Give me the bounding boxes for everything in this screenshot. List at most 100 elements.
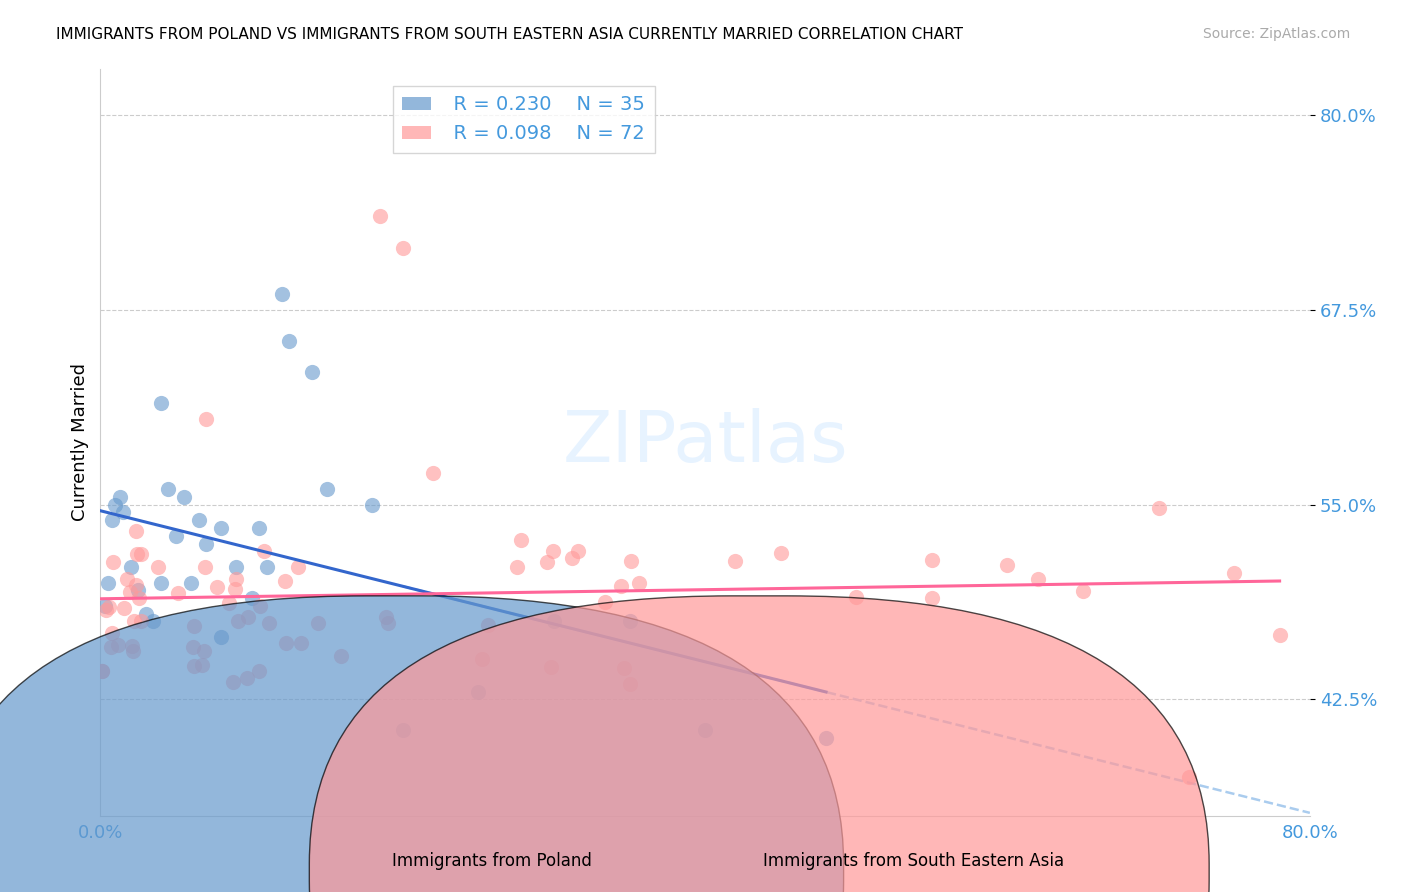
- Point: [270, 287, 292, 301]
- Point: [921, 591, 943, 606]
- Point: [142, 615, 165, 629]
- Point: [769, 546, 792, 560]
- Point: [471, 652, 494, 666]
- Point: [619, 615, 641, 629]
- Point: [124, 614, 146, 628]
- Point: [361, 498, 384, 512]
- Point: [375, 610, 398, 624]
- Point: [377, 615, 399, 630]
- Point: [180, 575, 202, 590]
- Point: [225, 560, 247, 574]
- Point: [104, 498, 127, 512]
- Point: [115, 572, 138, 586]
- Text: Immigrants from Poland: Immigrants from Poland: [392, 852, 592, 870]
- Point: [225, 572, 247, 586]
- Point: [120, 585, 142, 599]
- Point: [560, 550, 582, 565]
- Point: [129, 547, 152, 561]
- Point: [391, 241, 413, 255]
- Point: [505, 560, 527, 574]
- Point: [510, 533, 533, 548]
- Point: [257, 615, 280, 630]
- Point: [845, 590, 868, 604]
- Point: [209, 521, 232, 535]
- Point: [183, 659, 205, 673]
- Point: [249, 599, 271, 613]
- Point: [1178, 770, 1201, 784]
- Point: [921, 553, 943, 567]
- Point: [540, 660, 562, 674]
- Point: [135, 607, 157, 621]
- Point: [253, 543, 276, 558]
- Point: [112, 601, 135, 615]
- Point: [467, 684, 489, 698]
- Point: [101, 626, 124, 640]
- Point: [391, 723, 413, 738]
- Point: [181, 640, 204, 654]
- Point: [240, 591, 263, 606]
- Point: [256, 560, 278, 574]
- Point: [1268, 627, 1291, 641]
- Point: [129, 614, 152, 628]
- Point: [195, 412, 218, 426]
- Point: [368, 210, 391, 224]
- Point: [477, 618, 499, 632]
- Point: [693, 723, 716, 738]
- Point: [278, 334, 301, 348]
- Point: [128, 591, 150, 606]
- Point: [1026, 573, 1049, 587]
- Text: ZIPatlas: ZIPatlas: [562, 408, 848, 477]
- Point: [249, 664, 271, 678]
- Point: [422, 467, 444, 481]
- Point: [194, 559, 217, 574]
- Point: [724, 554, 747, 568]
- Point: [187, 513, 209, 527]
- Text: Source: ZipAtlas.com: Source: ZipAtlas.com: [1202, 27, 1350, 41]
- Y-axis label: Currently Married: Currently Married: [72, 363, 89, 521]
- Point: [157, 482, 180, 496]
- Point: [91, 665, 114, 679]
- Point: [183, 618, 205, 632]
- Text: 0.0%: 0.0%: [77, 824, 124, 842]
- Point: [207, 580, 229, 594]
- Point: [290, 636, 312, 650]
- Point: [1223, 566, 1246, 580]
- Point: [195, 536, 218, 550]
- Point: [567, 544, 589, 558]
- Point: [613, 661, 636, 675]
- Point: [122, 644, 145, 658]
- Point: [173, 490, 195, 504]
- Point: [91, 665, 114, 679]
- Point: [209, 630, 232, 644]
- Point: [124, 578, 146, 592]
- Point: [127, 583, 149, 598]
- Point: [191, 657, 214, 672]
- Point: [274, 635, 297, 649]
- Point: [94, 602, 117, 616]
- Point: [610, 579, 633, 593]
- Point: [316, 482, 339, 496]
- Point: [274, 574, 297, 588]
- Legend:   R = 0.230    N = 35,   R = 0.098    N = 72: R = 0.230 N = 35, R = 0.098 N = 72: [392, 86, 655, 153]
- Point: [593, 595, 616, 609]
- Point: [112, 505, 135, 519]
- Point: [236, 671, 259, 685]
- Point: [228, 614, 250, 628]
- Point: [224, 582, 246, 596]
- Text: IMMIGRANTS FROM POLAND VS IMMIGRANTS FROM SOUTH EASTERN ASIA CURRENTLY MARRIED C: IMMIGRANTS FROM POLAND VS IMMIGRANTS FRO…: [56, 27, 963, 42]
- Point: [307, 616, 329, 631]
- Point: [1147, 500, 1170, 515]
- Point: [101, 513, 124, 527]
- Point: [149, 575, 172, 590]
- Point: [193, 643, 215, 657]
- Point: [167, 585, 190, 599]
- Text: Immigrants from South Eastern Asia: Immigrants from South Eastern Asia: [763, 852, 1064, 870]
- Point: [997, 558, 1019, 572]
- Point: [121, 639, 143, 653]
- Point: [165, 529, 187, 543]
- Point: [98, 600, 121, 615]
- Point: [120, 560, 142, 574]
- Point: [541, 544, 564, 558]
- Point: [1071, 584, 1094, 599]
- Point: [236, 610, 259, 624]
